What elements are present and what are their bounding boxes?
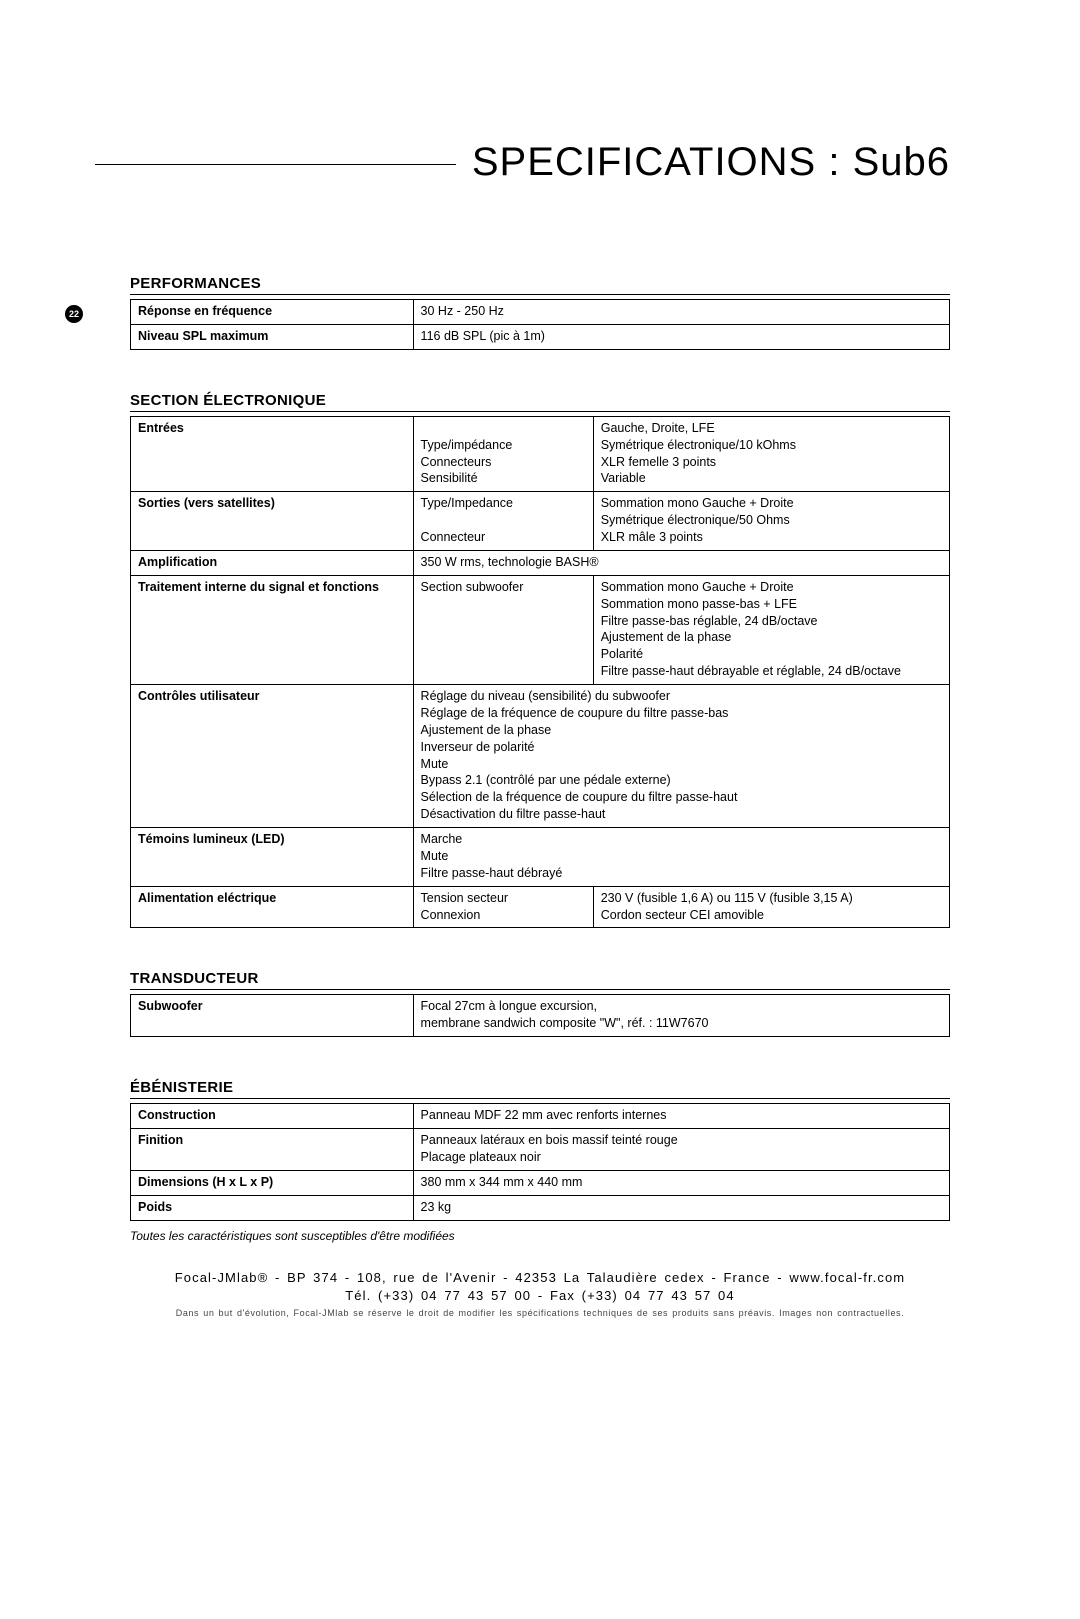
row-value: 30 Hz - 250 Hz bbox=[413, 300, 949, 325]
row-label: Témoins lumineux (LED) bbox=[131, 828, 414, 887]
table-row: Témoins lumineux (LED) Marche Mute Filtr… bbox=[131, 828, 950, 887]
row-value: Focal 27cm à longue excursion, membrane … bbox=[413, 995, 949, 1037]
row-label: Subwoofer bbox=[131, 995, 414, 1037]
row-label: Alimentation eléctrique bbox=[131, 886, 414, 928]
row-value: Panneaux latéraux en bois massif teinté … bbox=[413, 1129, 949, 1171]
row-label: Poids bbox=[131, 1195, 414, 1220]
row-value: 23 kg bbox=[413, 1195, 949, 1220]
row-label: Sorties (vers satellites) bbox=[131, 492, 414, 551]
spec-sheet-page: 22 SPECIFICATIONS : Sub6 PERFORMANCES Ré… bbox=[0, 140, 1080, 1619]
table-row: Dimensions (H x L x P) 380 mm x 344 mm x… bbox=[131, 1170, 950, 1195]
row-value: Marche Mute Filtre passe-haut débrayé bbox=[413, 828, 949, 887]
row-label: Finition bbox=[131, 1129, 414, 1171]
row-label: Niveau SPL maximum bbox=[131, 324, 414, 349]
title-rule-line bbox=[95, 164, 456, 165]
table-row: Niveau SPL maximum 116 dB SPL (pic à 1m) bbox=[131, 324, 950, 349]
row-label: Construction bbox=[131, 1104, 414, 1129]
row-label: Contrôles utilisateur bbox=[131, 685, 414, 828]
table-row: Finition Panneaux latéraux en bois massi… bbox=[131, 1129, 950, 1171]
row-label: Dimensions (H x L x P) bbox=[131, 1170, 414, 1195]
table-row: Construction Panneau MDF 22 mm avec renf… bbox=[131, 1104, 950, 1129]
document-title: SPECIFICATIONS : Sub6 bbox=[472, 140, 950, 185]
section-heading-ebenisterie: ÉBÉNISTERIE bbox=[130, 1079, 950, 1099]
row-value: Sommation mono Gauche + Droite Sommation… bbox=[593, 575, 949, 684]
table-row: Contrôles utilisateur Réglage du niveau … bbox=[131, 685, 950, 828]
table-row: Poids 23 kg bbox=[131, 1195, 950, 1220]
table-row: Entrées Type/impédance Connecteurs Sensi… bbox=[131, 416, 950, 492]
content-area: PERFORMANCES Réponse en fréquence 30 Hz … bbox=[0, 185, 1080, 1243]
row-sublabel: Tension secteur Connexion bbox=[413, 886, 593, 928]
electronique-table: Entrées Type/impédance Connecteurs Sensi… bbox=[130, 416, 950, 929]
footer: Focal-JMlab® - BP 374 - 108, rue de l'Av… bbox=[0, 1269, 1080, 1320]
table-row: Sorties (vers satellites) Type/Impedance… bbox=[131, 492, 950, 551]
section-heading-electronique: SECTION ÉLECTRONIQUE bbox=[130, 392, 950, 412]
table-row: Traitement interne du signal et fonction… bbox=[131, 575, 950, 684]
table-row: Alimentation eléctrique Tension secteur … bbox=[131, 886, 950, 928]
row-value: Sommation mono Gauche + Droite Symétriqu… bbox=[593, 492, 949, 551]
footnote-text: Toutes les caractéristiques sont suscept… bbox=[130, 1229, 950, 1243]
ebenisterie-table: Construction Panneau MDF 22 mm avec renf… bbox=[130, 1103, 950, 1220]
row-sublabel: Section subwoofer bbox=[413, 575, 593, 684]
row-label: Amplification bbox=[131, 550, 414, 575]
row-value: 116 dB SPL (pic à 1m) bbox=[413, 324, 949, 349]
transducteur-table: Subwoofer Focal 27cm à longue excursion,… bbox=[130, 994, 950, 1037]
row-value: 230 V (fusible 1,6 A) ou 115 V (fusible … bbox=[593, 886, 949, 928]
title-area: SPECIFICATIONS : Sub6 bbox=[0, 140, 1080, 185]
row-sublabel: Type/Impedance Connecteur bbox=[413, 492, 593, 551]
footer-line-2: Tél. (+33) 04 77 43 57 00 - Fax (+33) 04… bbox=[345, 1288, 734, 1303]
table-row: Subwoofer Focal 27cm à longue excursion,… bbox=[131, 995, 950, 1037]
row-value: Panneau MDF 22 mm avec renforts internes bbox=[413, 1104, 949, 1129]
row-value: 380 mm x 344 mm x 440 mm bbox=[413, 1170, 949, 1195]
table-row: Réponse en fréquence 30 Hz - 250 Hz bbox=[131, 300, 950, 325]
table-row: Amplification 350 W rms, technologie BAS… bbox=[131, 550, 950, 575]
row-value: Réglage du niveau (sensibilité) du subwo… bbox=[413, 685, 949, 828]
row-value: Gauche, Droite, LFE Symétrique électroni… bbox=[593, 416, 949, 492]
row-sublabel: Type/impédance Connecteurs Sensibilité bbox=[413, 416, 593, 492]
row-value: 350 W rms, technologie BASH® bbox=[413, 550, 949, 575]
footer-fineprint: Dans un but d'évolution, Focal-JMlab se … bbox=[130, 1307, 950, 1320]
row-label: Traitement interne du signal et fonction… bbox=[131, 575, 414, 684]
section-heading-performances: PERFORMANCES bbox=[130, 275, 950, 295]
row-label: Entrées bbox=[131, 416, 414, 492]
row-label: Réponse en fréquence bbox=[131, 300, 414, 325]
performances-table: Réponse en fréquence 30 Hz - 250 Hz Nive… bbox=[130, 299, 950, 350]
footer-line-1: Focal-JMlab® - BP 374 - 108, rue de l'Av… bbox=[175, 1270, 906, 1285]
section-heading-transducteur: TRANSDUCTEUR bbox=[130, 970, 950, 990]
page-number-badge: 22 bbox=[65, 305, 83, 323]
